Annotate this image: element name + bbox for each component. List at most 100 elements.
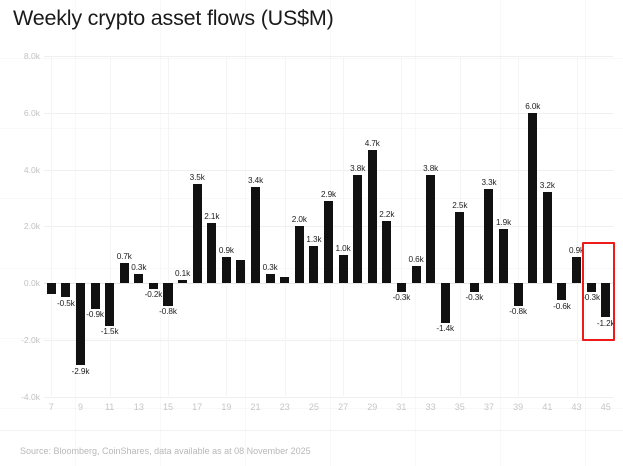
- vertical-gridline: [401, 56, 402, 396]
- bar-value-label: 4.7k: [364, 138, 380, 148]
- bar: [601, 283, 611, 318]
- gridline: [44, 283, 613, 284]
- x-axis-tick-label: 37: [483, 402, 494, 412]
- x-axis-tick-label: 11: [104, 402, 115, 412]
- bar-value-label: 2.9k: [320, 189, 337, 199]
- bar-value-label: -0.3k: [392, 293, 411, 302]
- x-axis-tick-label: 13: [133, 402, 144, 412]
- bar: [148, 283, 158, 289]
- footer-divider: [0, 430, 623, 431]
- bar: [163, 283, 173, 306]
- bar: [75, 283, 85, 366]
- bar-value-label: -0.8k: [509, 307, 528, 317]
- bar: [280, 277, 290, 283]
- bar: [353, 175, 363, 283]
- bar: [572, 257, 582, 283]
- vertical-gridline: [51, 56, 52, 396]
- x-axis-tick-label: 41: [542, 402, 553, 412]
- bar: [61, 283, 71, 298]
- x-axis-tick-label: 45: [600, 402, 611, 412]
- bar-value-label: 3.4k: [248, 175, 264, 185]
- vertical-gridline: [577, 56, 578, 396]
- bar-value-label: -0.8k: [159, 307, 177, 317]
- gridline: [44, 396, 613, 398]
- bar-value-label: 0.7k: [116, 252, 132, 262]
- bar-value-label: 0.3k: [131, 263, 147, 273]
- bar-value-label: 6.0k: [525, 101, 541, 111]
- bar-value-label: 1.9k: [496, 218, 512, 228]
- bar-value-label: -1.5k: [100, 327, 119, 337]
- bar: [309, 246, 319, 283]
- bar: [542, 192, 552, 283]
- bar: [586, 283, 596, 292]
- x-axis-tick-label: 29: [367, 402, 378, 412]
- x-axis-tick-label: 25: [308, 402, 319, 412]
- bar: [484, 189, 494, 283]
- x-axis-tick-label: 7: [48, 402, 54, 412]
- bar: [119, 263, 129, 283]
- bar-value-label: -0.5k: [57, 298, 75, 308]
- source-note: Source: Bloomberg, CoinShares, data avai…: [20, 446, 311, 456]
- x-axis-tick-label: 17: [192, 402, 203, 412]
- bar: [513, 283, 523, 306]
- y-axis-tick-label: 2.0k: [23, 221, 40, 232]
- bar-value-label: -0.3k: [465, 293, 484, 302]
- vertical-gridline: [285, 56, 286, 396]
- bar: [265, 274, 275, 283]
- bar: [411, 265, 421, 283]
- bar: [367, 149, 377, 283]
- bar: [469, 283, 479, 292]
- bar-value-label: -2.9k: [71, 366, 90, 376]
- bar: [557, 283, 567, 301]
- bar-value-label: 3.5k: [189, 172, 205, 182]
- vertical-gridline: [110, 56, 111, 396]
- highlight-box-latest-weeks: [582, 242, 615, 342]
- y-axis-tick-label: 0.0k: [23, 278, 40, 288]
- bar-value-label: 2.0k: [291, 215, 307, 225]
- x-axis-tick-label: 27: [338, 402, 349, 412]
- bar: [323, 200, 333, 283]
- bar: [382, 220, 392, 283]
- bar-value-label: -1.2k: [596, 318, 615, 328]
- bar: [207, 223, 217, 283]
- bar: [528, 112, 538, 283]
- bar: [90, 283, 100, 309]
- bar: [251, 186, 261, 283]
- vertical-gridline: [343, 56, 344, 396]
- bar: [294, 226, 304, 283]
- bar: [192, 183, 202, 283]
- bar-value-label: 1.3k: [306, 235, 322, 245]
- y-axis-tick-label: 8.0k: [23, 51, 40, 61]
- x-axis-tick-label: 31: [396, 402, 407, 412]
- bar: [499, 229, 509, 283]
- x-axis-tick-label: 33: [425, 402, 436, 412]
- bar-value-label: -0.9k: [86, 310, 104, 320]
- vertical-gridline: [518, 56, 519, 396]
- x-axis-tick-label: 9: [77, 402, 83, 412]
- gridline: [44, 169, 613, 171]
- bar-value-label: -1.4k: [436, 324, 455, 334]
- gridline: [44, 112, 613, 114]
- vertical-gridline: [168, 56, 169, 396]
- y-axis-tick-label: -4.0k: [21, 391, 40, 402]
- bar-value-label: 2.1k: [204, 212, 220, 222]
- bar: [440, 283, 450, 323]
- plot-area: 8.0k 6.0k 4.0k 2.0k 0.0k -2.0k -4.0k 7 9 11 13 15 1…: [0, 40, 623, 420]
- bar-value-label: -0.3k: [582, 293, 600, 302]
- x-axis-tick-label: 19: [221, 402, 232, 412]
- bar: [338, 254, 348, 283]
- bar-value-label: 0.3k: [262, 263, 278, 273]
- bar-value-label: 3.3k: [481, 178, 497, 188]
- bar: [455, 212, 465, 283]
- bar: [178, 280, 188, 283]
- vertical-gridline: [226, 56, 227, 396]
- bar-value-label: 2.5k: [452, 201, 468, 211]
- bar-value-label: 0.9k: [218, 246, 234, 256]
- y-axis-tick-label: 6.0k: [23, 107, 40, 118]
- bar: [221, 257, 231, 283]
- x-axis-tick-label: 39: [513, 402, 524, 412]
- x-axis-tick-label: 15: [162, 402, 174, 412]
- y-axis-tick-label: -2.0k: [21, 334, 40, 345]
- bar-value-label: 3.8k: [423, 164, 439, 174]
